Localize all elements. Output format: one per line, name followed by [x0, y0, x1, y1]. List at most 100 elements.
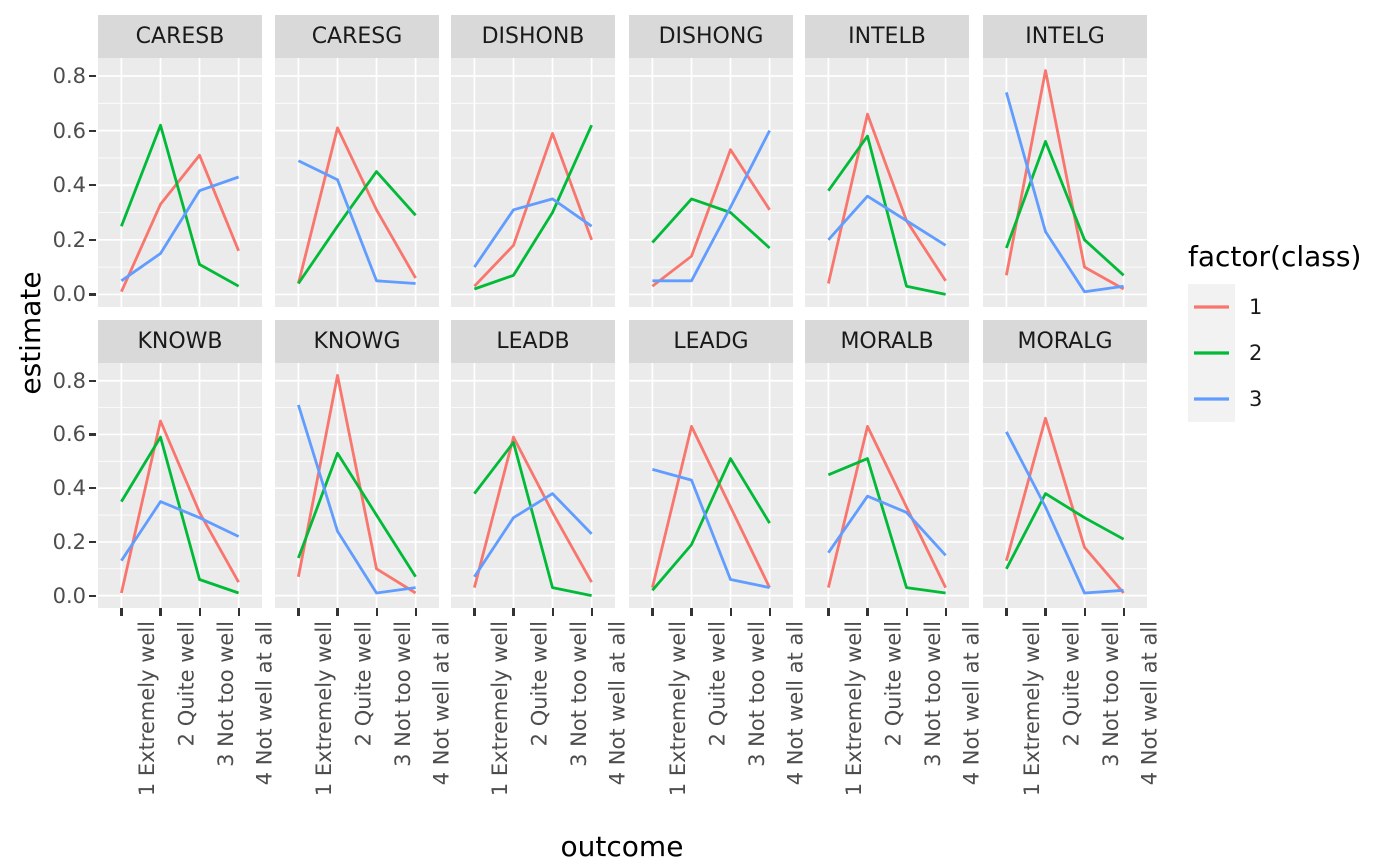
y-tick-label: 0.0 — [52, 282, 86, 307]
facet-panel-moralb — [805, 363, 969, 608]
panel-background — [805, 363, 969, 608]
legend-key-line — [1194, 397, 1229, 401]
x-tick-label: 2 Quite well — [174, 621, 199, 747]
x-tick-label: 2 Quite well — [881, 621, 906, 747]
line-class-3 — [827, 194, 947, 247]
y-tick-mark — [89, 293, 96, 296]
line-class-2 — [297, 170, 417, 285]
x-tick-mark — [1044, 608, 1047, 616]
facet-panel-knowb — [98, 363, 262, 608]
line-class-2 — [827, 457, 946, 595]
x-tick-label: 1 Extremely well — [135, 621, 160, 797]
line-class-2 — [827, 134, 946, 296]
x-tick-label: 4 Not well at all — [783, 621, 808, 786]
line-class-1 — [473, 132, 593, 288]
line-class-3 — [1005, 431, 1124, 595]
line-class-2 — [473, 441, 592, 597]
x-tick-mark — [768, 608, 771, 616]
y-axis-title: estimate — [14, 271, 47, 395]
line-class-3 — [120, 500, 240, 562]
x-tick-label: 2 Quite well — [527, 621, 552, 747]
line-class-1 — [651, 148, 771, 288]
y-tick-mark — [89, 379, 96, 382]
x-tick-mark — [729, 608, 732, 616]
line-class-1 — [1005, 416, 1125, 594]
x-tick-label: 2 Quite well — [1059, 621, 1084, 747]
y-tick-mark — [89, 238, 96, 242]
facet-panel-knowg — [275, 363, 439, 608]
y-tick-label: 0.6 — [52, 118, 86, 143]
panel-background — [451, 363, 615, 608]
panel-background — [805, 58, 969, 307]
y-tick-mark — [89, 184, 96, 187]
y-tick-label: 0.8 — [52, 368, 86, 393]
x-tick-mark — [1122, 608, 1125, 616]
facet-panel-intelb — [805, 58, 969, 307]
x-tick-label: 3 Not too well — [920, 621, 945, 767]
facet-panel-moralg — [983, 363, 1147, 608]
facet-label: DISHONB — [481, 24, 585, 49]
line-class-2 — [1005, 492, 1125, 570]
x-tick-mark — [297, 608, 300, 616]
legend-key-swatch — [1188, 284, 1235, 330]
facet-strip-caresb: CARESB — [98, 15, 262, 58]
line-class-3 — [1005, 92, 1124, 294]
x-tick-label: 3 Not too well — [566, 621, 591, 767]
line-class-3 — [473, 197, 593, 268]
facet-label: CARESB — [135, 24, 225, 49]
y-tick-label: 0.4 — [52, 173, 86, 198]
legend-key-swatch — [1188, 330, 1235, 376]
y-tick-mark — [89, 75, 96, 78]
x-tick-label: 1 Extremely well — [312, 621, 337, 797]
x-tick-label: 4 Not well at all — [252, 621, 277, 786]
y-tick-label: 0.2 — [52, 529, 86, 554]
facet-strip-caresg: CARESG — [275, 15, 439, 58]
x-tick-mark — [375, 608, 378, 616]
x-tick-mark — [1005, 608, 1008, 616]
facet-strip-leadg: LEADG — [629, 320, 793, 363]
line-class-2 — [120, 123, 240, 288]
facet-panel-leadg — [629, 363, 793, 608]
facet-strip-leadb: LEADB — [451, 320, 615, 363]
legend-key-swatch — [1188, 376, 1235, 422]
facet-strip-dishonb: DISHONB — [451, 15, 615, 58]
legend-item-label: 2 — [1249, 341, 1263, 365]
facet-label: MORALG — [1017, 329, 1113, 354]
x-tick-mark — [237, 608, 240, 616]
x-tick-label: 3 Not too well — [1098, 621, 1123, 767]
facet-label: MORALB — [840, 329, 934, 354]
x-tick-mark — [512, 608, 515, 616]
y-tick-label: 0.2 — [52, 227, 86, 252]
x-tick-mark — [690, 608, 693, 616]
panel-background — [629, 58, 793, 307]
line-class-3 — [827, 494, 947, 557]
facet-strip-dishong: DISHONG — [629, 15, 793, 58]
panel-background — [98, 363, 262, 608]
line-class-3 — [652, 129, 771, 283]
y-tick-label: 0.8 — [52, 64, 86, 89]
x-tick-mark — [590, 608, 593, 616]
x-tick-mark — [120, 608, 123, 616]
x-tick-mark — [651, 608, 654, 616]
facet-strip-intelg: INTELG — [983, 15, 1147, 58]
x-tick-label: 4 Not well at all — [605, 621, 630, 786]
facet-panel-leadb — [451, 363, 615, 608]
x-tick-label: 4 Not well at all — [1137, 621, 1162, 786]
x-tick-mark — [336, 608, 339, 616]
line-class-1 — [1005, 69, 1125, 291]
panel-background — [983, 58, 1147, 307]
y-tick-mark — [89, 433, 96, 436]
line-class-1 — [827, 112, 947, 284]
x-tick-mark — [905, 608, 908, 616]
x-tick-mark — [551, 608, 554, 616]
x-axis-title: outcome — [560, 830, 684, 863]
facet-strip-knowg: KNOWG — [275, 320, 439, 363]
line-class-1 — [473, 435, 593, 588]
line-class-1 — [120, 419, 240, 594]
panel-background — [275, 58, 439, 307]
facet-label: LEADB — [496, 329, 570, 354]
facet-panel-caresg — [275, 58, 439, 307]
x-tick-label: 2 Quite well — [351, 621, 376, 747]
line-class-1 — [651, 425, 771, 589]
